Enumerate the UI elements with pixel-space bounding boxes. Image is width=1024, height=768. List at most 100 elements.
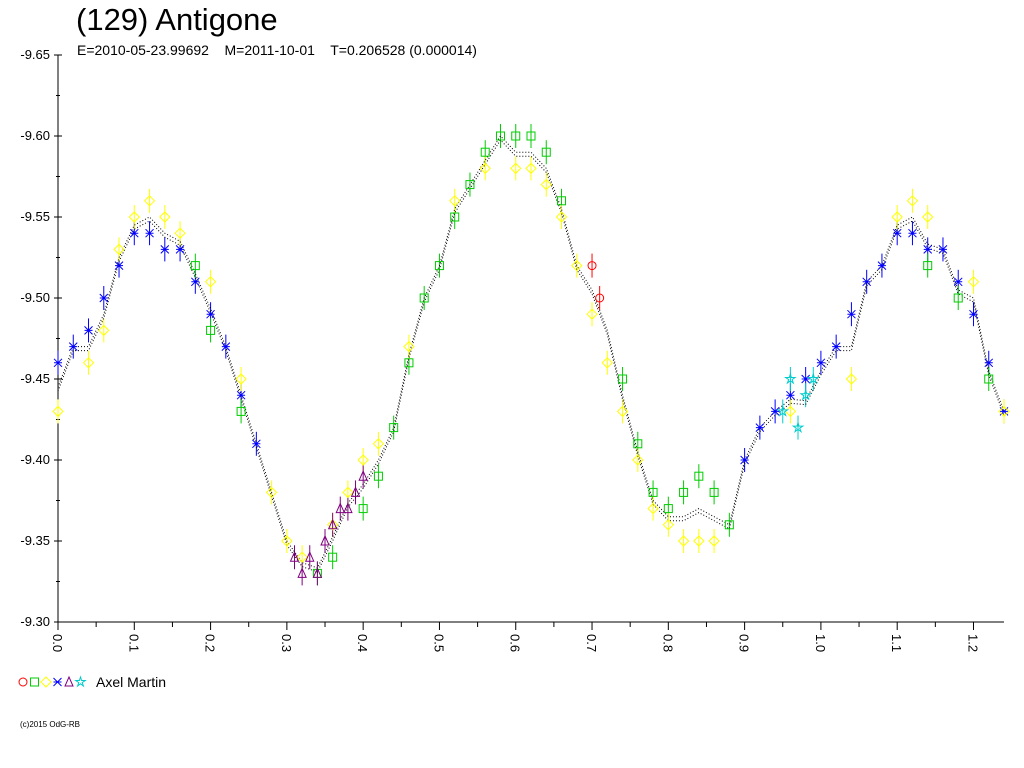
data-point-diamond <box>677 535 690 547</box>
data-point-diamond <box>510 162 522 175</box>
data-point-diamond <box>82 357 95 369</box>
data-point-square <box>953 293 963 303</box>
data-point-diamond <box>174 227 186 239</box>
data-point-triangle <box>304 550 315 562</box>
fit-curve-2 <box>57 139 1005 573</box>
legend-marker-star5 <box>74 675 87 688</box>
data-point-star4 <box>145 228 154 238</box>
x-tick-label: 0.4 <box>355 634 370 652</box>
data-point-square <box>480 147 490 157</box>
data-point-triangle <box>327 518 338 530</box>
data-point-star4 <box>99 293 109 303</box>
data-point-square <box>373 471 383 481</box>
data-point-square <box>404 358 414 368</box>
data-point-star4 <box>160 245 170 254</box>
data-point-square <box>465 180 475 190</box>
data-point-diamond <box>998 405 1010 418</box>
data-point-diamond <box>967 276 980 288</box>
data-point-star5 <box>783 372 797 385</box>
legend-marker-triangle <box>64 675 74 687</box>
legend-markers <box>18 675 87 688</box>
data-point-circle <box>587 261 597 271</box>
data-point-circle <box>595 293 605 303</box>
data-point-square <box>495 131 505 141</box>
data-point-star4 <box>206 309 215 319</box>
data-point-star4 <box>755 423 765 432</box>
data-point-diamond <box>571 259 583 272</box>
data-point-triangle <box>312 567 323 578</box>
data-point-diamond <box>662 519 675 531</box>
data-point-square <box>541 147 551 157</box>
data-point-square <box>511 131 521 141</box>
y-tick-label: -9.40 <box>20 452 50 467</box>
data-point-square <box>389 423 399 433</box>
data-point-star4 <box>252 439 261 449</box>
data-point-square <box>618 374 628 384</box>
data-point-star4 <box>969 309 978 319</box>
y-tick-label: -9.60 <box>20 128 50 143</box>
data-point-square <box>419 293 429 303</box>
data-point-star4 <box>816 358 826 368</box>
data-point-diamond <box>891 211 903 223</box>
x-tick-label: 0.5 <box>431 634 446 652</box>
y-tick-label: -9.55 <box>20 209 50 224</box>
fit-curve <box>57 135 1005 573</box>
legend-marker-circle <box>18 677 28 687</box>
data-point-diamond <box>632 454 644 466</box>
legend: Axel Martin <box>18 674 166 690</box>
data-point-diamond <box>159 211 171 223</box>
data-point-diamond <box>616 405 629 418</box>
data-point-star4 <box>892 228 902 238</box>
data-point-diamond <box>555 211 568 223</box>
data-point-square <box>724 520 734 530</box>
data-point-star4 <box>847 309 856 319</box>
data-point-diamond <box>281 535 293 547</box>
data-point-diamond <box>204 276 217 288</box>
data-point-diamond <box>479 162 491 175</box>
data-point-triangle <box>297 567 307 578</box>
data-point-star4 <box>84 326 93 335</box>
legend-marker-diamond <box>40 676 52 688</box>
y-tick-label: -9.45 <box>20 371 50 386</box>
legend-marker-square <box>30 677 39 687</box>
data-point-square <box>648 487 658 497</box>
data-point-diamond <box>98 324 110 337</box>
data-point-star4 <box>938 245 948 254</box>
data-point-square <box>557 196 567 206</box>
data-point-star4 <box>53 358 63 368</box>
data-point-diamond <box>265 486 278 499</box>
data-point-diamond <box>296 551 308 563</box>
x-tick-label: 0.1 <box>126 634 141 652</box>
data-point-diamond <box>235 373 247 385</box>
data-point-diamond <box>403 340 415 353</box>
y-tick-label: -9.50 <box>20 290 50 305</box>
x-tick-label: 0.6 <box>508 634 523 652</box>
data-point-star4 <box>801 374 810 384</box>
data-point-star4 <box>740 455 749 465</box>
data-point-square <box>434 261 444 271</box>
tick-labels: -9.65 -9.60 -9.55 -9.50 -9.45 -9.40 -9.35 -9.30… <box>20 47 980 652</box>
x-tick-label: 1.0 <box>813 634 828 652</box>
data-point-triangle <box>358 469 368 481</box>
y-tick-label: -9.35 <box>20 533 50 548</box>
data-point-diamond <box>540 178 552 191</box>
data-points <box>52 131 1010 578</box>
data-point-star4 <box>831 342 841 351</box>
data-point-diamond <box>922 211 934 223</box>
data-point-triangle <box>343 502 353 514</box>
x-tick-label: 0.0 <box>50 634 65 652</box>
data-point-star5 <box>806 372 820 385</box>
data-point-square <box>923 261 933 271</box>
data-point-star4 <box>862 277 872 287</box>
data-point-star4 <box>770 407 780 416</box>
data-point-triangle <box>350 486 361 497</box>
data-point-diamond <box>693 535 705 547</box>
data-point-square <box>709 487 719 497</box>
data-point-star4 <box>114 261 124 270</box>
x-tick-label: 1.2 <box>965 634 980 652</box>
data-point-diamond <box>357 454 369 466</box>
x-tick-label: 0.3 <box>279 634 294 652</box>
data-point-diamond <box>113 243 125 256</box>
data-point-star4 <box>236 390 246 400</box>
data-point-square <box>206 325 216 335</box>
